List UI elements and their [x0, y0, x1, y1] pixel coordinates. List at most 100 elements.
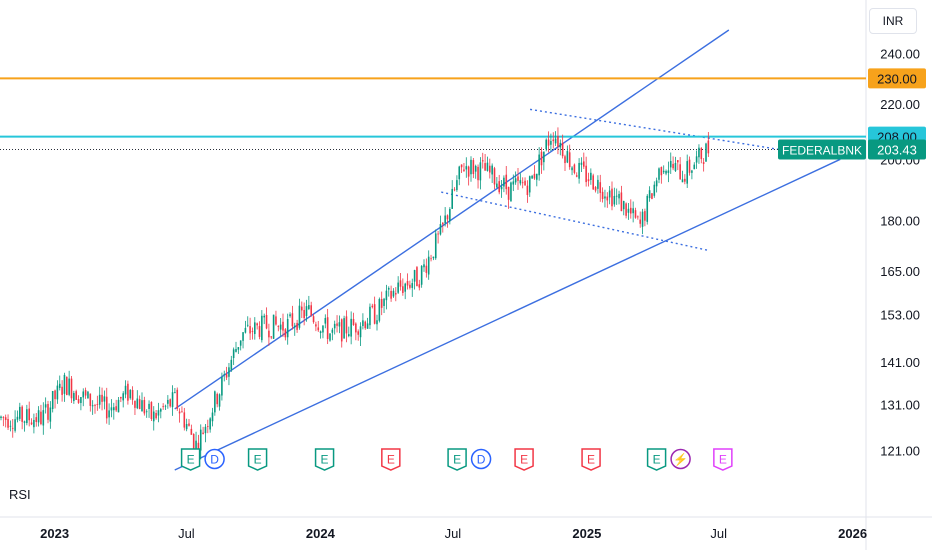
- candle-body: [98, 394, 101, 405]
- candle-body: [152, 411, 155, 422]
- candle-body: [420, 265, 423, 285]
- candle-body: [129, 389, 132, 399]
- level-price-badge: [868, 68, 926, 89]
- candle-body: [270, 336, 273, 338]
- candle-body: [352, 319, 355, 326]
- earnings-icon: [514, 448, 534, 471]
- price-tick-label: 141.00: [880, 355, 920, 370]
- candle-body: [11, 427, 14, 429]
- candle-body: [585, 165, 587, 183]
- candle-body: [639, 219, 641, 224]
- event-marker-letter: E: [587, 453, 595, 467]
- candle-body: [665, 170, 667, 174]
- candle-body: [42, 410, 45, 426]
- candle-body: [411, 283, 414, 288]
- candle-body: [261, 315, 263, 341]
- candle-body: [446, 215, 449, 220]
- event-marker-letter: E: [254, 453, 262, 467]
- candle-body: [40, 411, 42, 425]
- candle-body: [265, 315, 268, 329]
- candle-body: [275, 316, 277, 325]
- candle-body: [637, 216, 639, 218]
- candle-body: [416, 267, 418, 287]
- candle-body: [399, 280, 402, 287]
- candle-body: [611, 188, 613, 207]
- candle-body: [317, 327, 320, 331]
- rsi-indicator-label[interactable]: RSI: [9, 487, 31, 502]
- candle-body: [627, 208, 630, 213]
- candle-body: [552, 139, 555, 142]
- candle-body: [592, 175, 594, 190]
- candle-body: [688, 159, 691, 173]
- candle-body: [580, 162, 583, 165]
- trendline: [174, 29, 730, 410]
- price-tick-label: 165.00: [880, 264, 920, 279]
- candle-body: [413, 270, 416, 282]
- candle-body: [684, 178, 686, 182]
- candle-body: [329, 333, 331, 341]
- candle-body: [188, 423, 190, 426]
- candle-body: [47, 403, 49, 420]
- candle-body: [434, 233, 437, 259]
- candle-body: [597, 179, 599, 189]
- candle-body: [68, 378, 70, 395]
- candle-body: [538, 154, 540, 176]
- candle-body: [82, 391, 85, 398]
- earnings-icon: [447, 448, 467, 471]
- candle-body: [310, 305, 312, 316]
- candle-body: [258, 326, 261, 337]
- candle-body: [185, 424, 188, 430]
- candle-body: [49, 407, 52, 422]
- candle-body: [439, 224, 442, 235]
- candle-body: [578, 162, 580, 179]
- candle-body: [345, 316, 348, 334]
- event-marker-letter: D: [210, 453, 219, 467]
- candle-body: [157, 410, 160, 416]
- candle-body: [519, 180, 522, 184]
- candle-body: [216, 393, 218, 405]
- candle-body: [660, 167, 663, 176]
- candle-body: [268, 330, 270, 338]
- candle-body: [124, 385, 127, 395]
- candle-body: [430, 258, 432, 260]
- candle-body: [115, 406, 117, 411]
- candle-body: [338, 322, 341, 327]
- candle-body: [28, 408, 30, 421]
- candle-body: [303, 310, 305, 319]
- candle-body: [392, 290, 395, 297]
- candle-body: [223, 373, 226, 375]
- candle-body: [230, 359, 233, 370]
- candle-body: [369, 306, 371, 326]
- candle-body: [437, 233, 439, 235]
- candle-body: [296, 322, 298, 330]
- candle-body: [305, 306, 308, 317]
- candle-body: [646, 195, 649, 222]
- time-tick-label: 2023: [40, 526, 69, 541]
- symbol-badge: [778, 139, 866, 160]
- candle-body: [559, 142, 562, 148]
- candle-body: [33, 419, 35, 428]
- candle-body: [207, 426, 209, 427]
- currency-button[interactable]: INR: [869, 8, 917, 34]
- candle-body: [350, 318, 352, 337]
- candle-body: [221, 376, 223, 396]
- candle-body: [209, 418, 211, 430]
- candle-body: [51, 391, 54, 409]
- candle-body: [526, 185, 529, 196]
- time-tick-label: Jul: [178, 526, 195, 541]
- candle-body: [669, 160, 672, 168]
- event-marker-letter: E: [520, 453, 528, 467]
- candle-body: [73, 393, 75, 402]
- candle-body: [37, 410, 40, 423]
- candle-body: [35, 417, 38, 422]
- candle-body: [108, 410, 110, 418]
- candle-body: [481, 160, 484, 162]
- candle-body: [131, 389, 134, 400]
- candle-body: [204, 426, 207, 434]
- candle-body: [277, 326, 280, 327]
- candle-body: [235, 348, 237, 352]
- candle-body: [653, 184, 656, 196]
- candle-body: [705, 143, 707, 162]
